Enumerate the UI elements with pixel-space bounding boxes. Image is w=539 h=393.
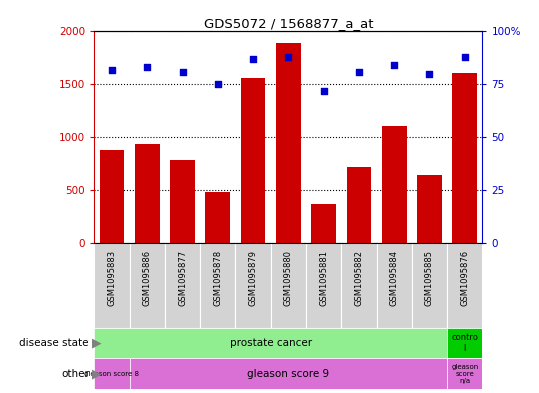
Text: GSM1095880: GSM1095880 bbox=[284, 250, 293, 306]
Text: GSM1095885: GSM1095885 bbox=[425, 250, 434, 306]
Bar bbox=[129, 243, 165, 328]
Bar bbox=[165, 243, 200, 328]
Bar bbox=[236, 243, 271, 328]
Bar bbox=[276, 43, 301, 243]
Bar bbox=[100, 150, 125, 243]
Bar bbox=[412, 243, 447, 328]
Text: GSM1095877: GSM1095877 bbox=[178, 250, 187, 306]
Text: GSM1095882: GSM1095882 bbox=[355, 250, 363, 306]
Text: gleason score 9: gleason score 9 bbox=[247, 369, 329, 379]
Bar bbox=[170, 160, 195, 243]
Title: GDS5072 / 1568877_a_at: GDS5072 / 1568877_a_at bbox=[204, 17, 373, 30]
Text: contro
l: contro l bbox=[451, 334, 478, 353]
Point bbox=[178, 68, 187, 75]
Point bbox=[108, 66, 116, 73]
Point bbox=[460, 54, 469, 60]
Bar bbox=[347, 167, 371, 243]
Point bbox=[425, 71, 434, 77]
Text: prostate cancer: prostate cancer bbox=[230, 338, 312, 348]
Bar bbox=[94, 243, 129, 328]
Bar bbox=[382, 126, 406, 243]
Bar bbox=[135, 144, 160, 243]
Bar bbox=[306, 243, 341, 328]
Text: GSM1095879: GSM1095879 bbox=[248, 250, 258, 306]
Text: ▶: ▶ bbox=[92, 337, 101, 350]
Point bbox=[390, 62, 398, 68]
Bar bbox=[417, 175, 442, 243]
Bar bbox=[94, 358, 129, 389]
Bar bbox=[241, 78, 265, 243]
Bar bbox=[200, 243, 236, 328]
Text: GSM1095878: GSM1095878 bbox=[213, 250, 222, 306]
Text: GSM1095883: GSM1095883 bbox=[107, 250, 116, 306]
Bar bbox=[447, 358, 482, 389]
Bar bbox=[452, 73, 477, 243]
Bar bbox=[377, 243, 412, 328]
Bar bbox=[447, 328, 482, 358]
Bar bbox=[271, 243, 306, 328]
Point bbox=[319, 88, 328, 94]
Bar bbox=[129, 358, 447, 389]
Bar bbox=[341, 243, 377, 328]
Text: gleason
score
n/a: gleason score n/a bbox=[451, 364, 479, 384]
Text: other: other bbox=[61, 369, 89, 379]
Text: ▶: ▶ bbox=[92, 367, 101, 380]
Bar bbox=[205, 192, 230, 243]
Point bbox=[143, 64, 151, 71]
Point bbox=[213, 81, 222, 88]
Point bbox=[249, 56, 258, 62]
Text: GSM1095876: GSM1095876 bbox=[460, 250, 469, 306]
Bar bbox=[447, 243, 482, 328]
Text: GSM1095886: GSM1095886 bbox=[143, 250, 152, 306]
Point bbox=[284, 54, 293, 60]
Point bbox=[355, 68, 363, 75]
Text: GSM1095884: GSM1095884 bbox=[390, 250, 399, 306]
Text: disease state: disease state bbox=[19, 338, 89, 348]
Bar bbox=[312, 204, 336, 243]
Text: gleason score 8: gleason score 8 bbox=[85, 371, 140, 377]
Text: GSM1095881: GSM1095881 bbox=[319, 250, 328, 306]
